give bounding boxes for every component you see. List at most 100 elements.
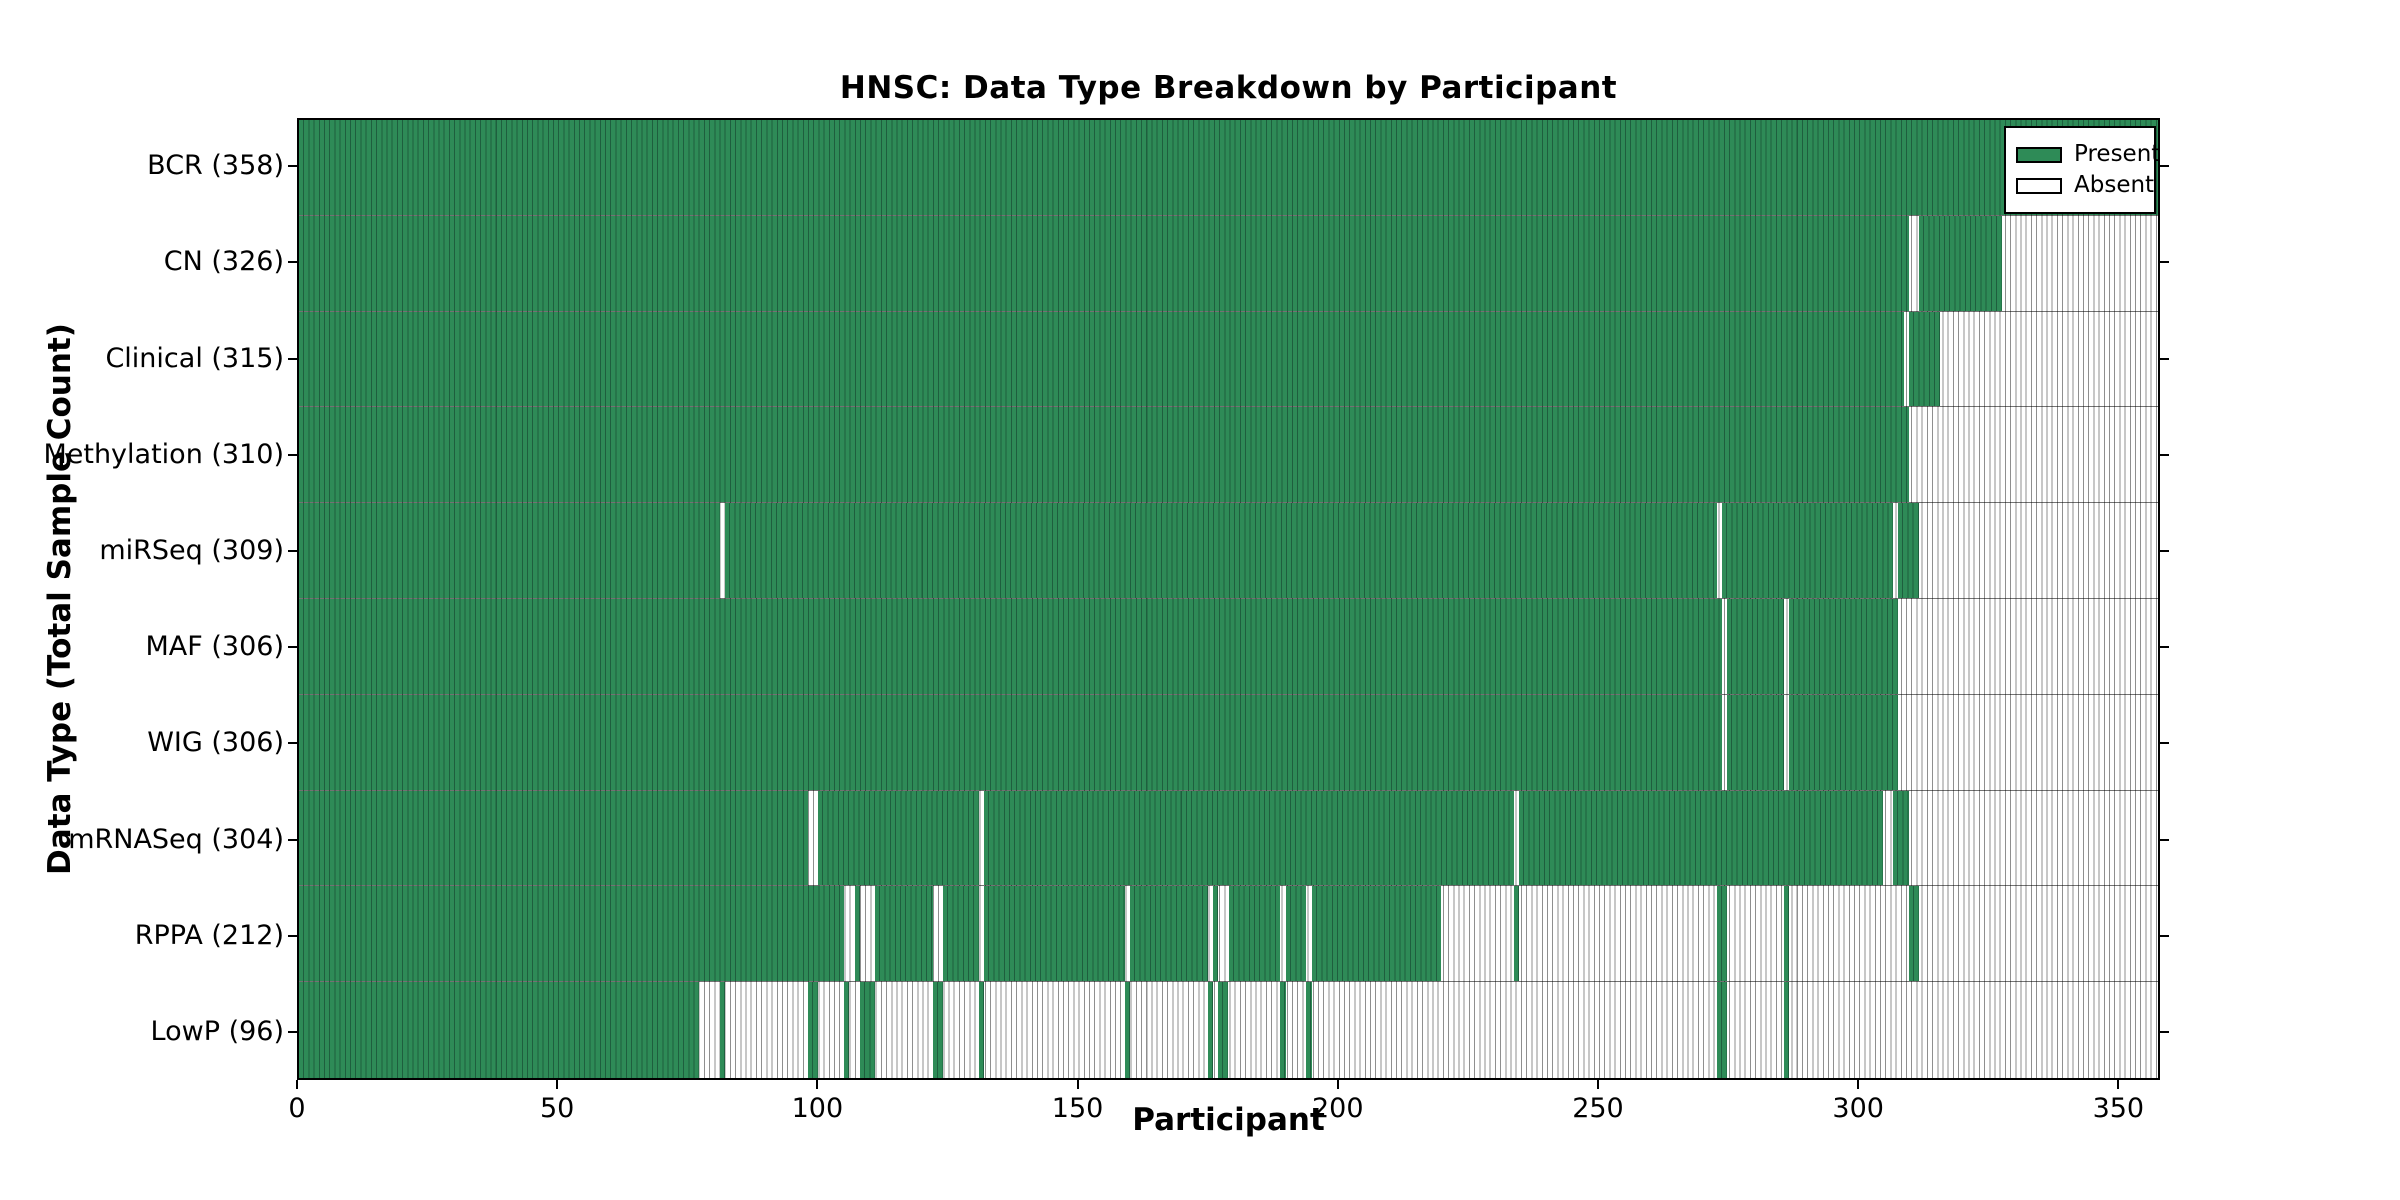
y-tick-mark (2160, 934, 2169, 937)
present-segment (299, 886, 845, 982)
x-tick-mark (2117, 1080, 2120, 1089)
present-segment (875, 886, 933, 982)
present-segment (299, 407, 1909, 503)
present-segment (299, 790, 808, 886)
y-tick-mark (288, 261, 297, 264)
x-tick-label: 150 (1051, 1093, 1104, 1124)
present-segment (818, 790, 980, 886)
present-segment (1212, 886, 1219, 982)
present-segment (1519, 790, 1883, 886)
y-tick-label: Methylation (310) (43, 438, 284, 470)
legend-label-present: Present (2074, 141, 2161, 167)
present-segment (299, 215, 1909, 311)
y-tick-mark (2160, 165, 2169, 168)
y-tick-mark (2160, 1030, 2169, 1033)
present-segment (299, 311, 1904, 407)
x-tick-label: 0 (288, 1093, 306, 1124)
chart-row-mrnaseq (299, 790, 2158, 887)
x-axis-label: Participant (1132, 1102, 1325, 1138)
y-tick-label: RPPA (212) (134, 919, 284, 951)
present-segment (1716, 982, 1727, 1078)
y-tick-mark (288, 165, 297, 168)
present-segment (942, 886, 980, 982)
x-tick-label: 100 (791, 1093, 844, 1124)
present-segment (299, 120, 2158, 215)
y-tick-mark (2160, 549, 2169, 552)
x-tick-label: 50 (540, 1093, 575, 1124)
present-segment (724, 503, 1717, 598)
present-segment (854, 886, 860, 982)
present-segment (1898, 503, 1920, 598)
y-tick-mark (288, 549, 297, 552)
present-segment (1908, 886, 1920, 982)
chart-title: HNSC: Data Type Breakdown by Participant (839, 70, 1618, 106)
x-tick-mark (816, 1080, 819, 1089)
x-tick-label: 200 (1312, 1093, 1364, 1124)
present-segment (984, 886, 1125, 982)
chart-row-bcr (299, 120, 2158, 216)
chart-row-wig (299, 694, 2158, 791)
present-segment (1218, 982, 1229, 1078)
present-segment (1716, 886, 1727, 982)
y-tick-label: WIG (306) (147, 727, 284, 759)
present-segment (1129, 886, 1208, 982)
y-tick-mark (288, 357, 297, 360)
x-tick-label: 350 (2092, 1093, 2145, 1124)
present-segment (807, 982, 819, 1078)
y-tick-mark (288, 646, 297, 649)
legend: Present Absent (2004, 126, 2160, 214)
y-tick-label: miRSeq (309) (99, 534, 284, 566)
legend-label-absent: Absent (2074, 172, 2155, 198)
present-segment (1789, 694, 1899, 790)
present-segment (859, 982, 876, 1078)
x-tick-label: 300 (1832, 1093, 1884, 1124)
y-tick-label: MAF (306) (145, 631, 284, 663)
x-tick-mark (1336, 1080, 1339, 1089)
x-tick-mark (1596, 1080, 1599, 1089)
present-swatch-icon (2016, 146, 2062, 163)
y-tick-mark (2160, 742, 2169, 745)
present-segment (1207, 982, 1213, 1078)
legend-entry-absent: Absent (2016, 172, 2154, 199)
present-segment (1721, 503, 1894, 598)
y-axis-label: Data Type (Total Sample Count) (42, 323, 78, 875)
y-tick-label: CN (326) (163, 246, 284, 278)
y-tick-label: LowP (96) (150, 1015, 284, 1047)
present-segment (1311, 886, 1442, 982)
present-segment (299, 694, 1722, 790)
absent-swatch-icon (2016, 177, 2062, 194)
y-tick-mark (2160, 453, 2169, 456)
present-segment (979, 982, 985, 1078)
present-segment (1280, 982, 1286, 1078)
y-tick-mark (2160, 646, 2169, 649)
chart-row-methylation (299, 407, 2158, 504)
y-tick-mark (288, 453, 297, 456)
present-segment (299, 982, 699, 1078)
y-tick-mark (288, 742, 297, 745)
x-tick-label: 250 (1572, 1093, 1624, 1124)
chart-row-rppa (299, 886, 2158, 983)
plot-area (297, 118, 2160, 1080)
present-segment (1784, 982, 1790, 1078)
present-segment (984, 790, 1515, 886)
present-segment (844, 982, 850, 1078)
present-segment (1306, 982, 1312, 1078)
chart-row-cn (299, 215, 2158, 312)
chart-row-lowp (299, 982, 2158, 1078)
y-tick-mark (2160, 261, 2169, 264)
present-segment (299, 599, 1722, 694)
x-tick-mark (1857, 1080, 1860, 1089)
present-segment (1893, 790, 1909, 886)
chart-row-clinical (299, 311, 2158, 408)
present-segment (1919, 215, 2003, 311)
present-segment (1727, 694, 1785, 790)
y-tick-mark (2160, 838, 2169, 841)
y-tick-mark (2160, 357, 2169, 360)
y-tick-label: Clinical (315) (105, 342, 284, 374)
x-tick-mark (1076, 1080, 1079, 1089)
y-tick-label: mRNASeq (304) (68, 823, 284, 855)
y-tick-label: BCR (358) (147, 150, 284, 182)
y-tick-mark (288, 838, 297, 841)
y-tick-mark (288, 934, 297, 937)
